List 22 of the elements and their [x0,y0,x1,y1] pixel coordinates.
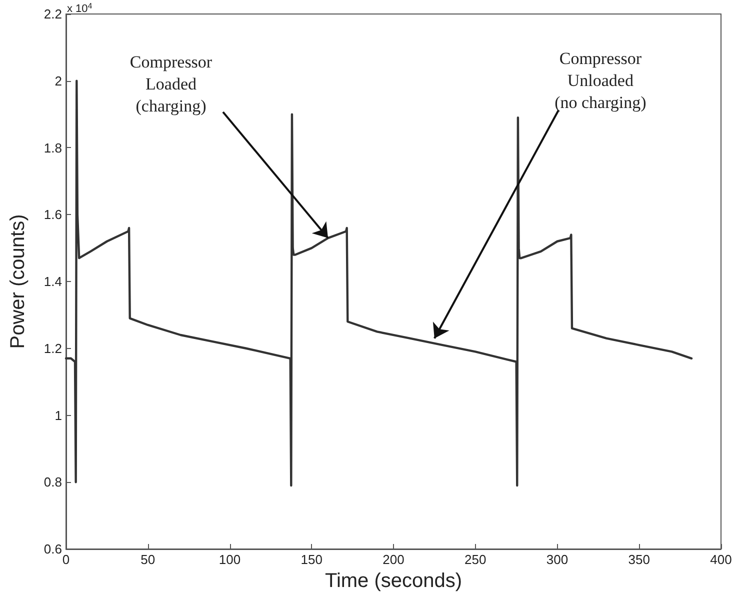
annotation: Compressor Loaded (charging) [130,52,212,116]
y-tick-label: 1.8 [44,140,62,156]
y-tick-label: 1.2 [44,340,62,356]
y-tick-label: 1.6 [44,207,62,222]
y-tick-label: 2 [54,73,62,88]
x-tick-label: 350 [628,552,650,567]
annotation: Compressor Unloaded (no charging) [554,48,646,112]
x-tick-label: 250 [464,552,486,567]
x-tick-label: 50 [140,552,156,567]
y-tick-label: 1 [54,408,62,423]
x-tick-label: 200 [382,552,404,567]
y-tick-label: 0.6 [44,542,62,556]
x-tick-label: 0 [62,552,70,567]
x-tick-label: 100 [218,552,241,567]
x-tick-label: 150 [300,552,322,567]
y-tick-label: 0.8 [44,474,62,490]
y-tick-label: 2.2 [44,6,62,22]
y-axis-title: Power (counts) [7,214,29,349]
y-tick-label: 1.4 [44,274,62,289]
x-tick-label: 300 [546,552,568,567]
x-axis-title: Time (seconds) [324,570,462,592]
x-tick-label: 400 [710,552,732,567]
